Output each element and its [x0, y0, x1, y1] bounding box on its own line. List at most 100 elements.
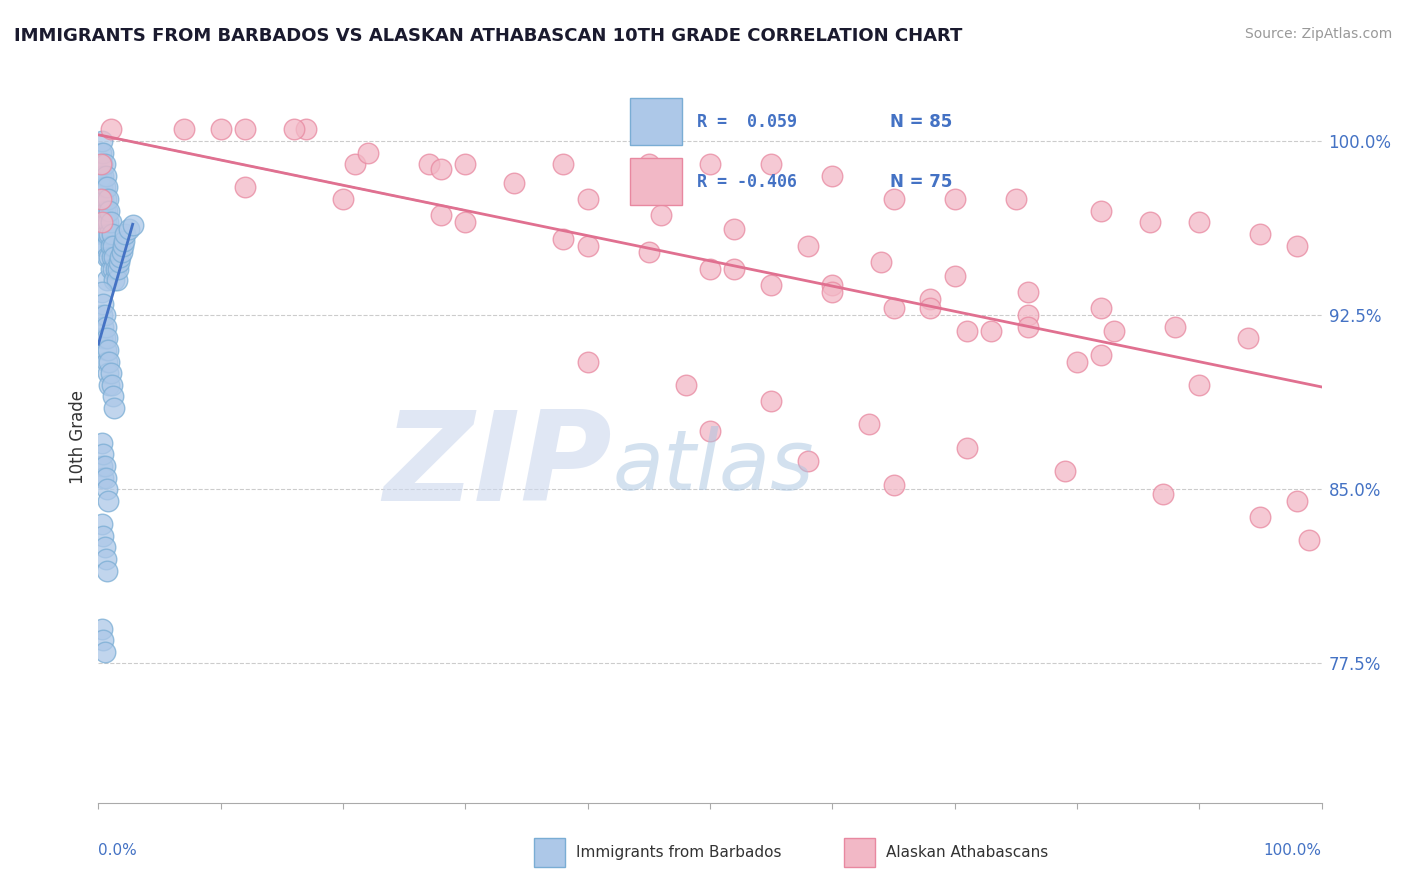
Point — [100, 366, 122, 380]
Point — [94, 169, 117, 183]
Y-axis label: 10th Grade: 10th Grade — [69, 390, 87, 484]
Text: IMMIGRANTS FROM BARBADOS VS ALASKAN ATHABASCAN 10TH GRADE CORRELATION CHART: IMMIGRANTS FROM BARBADOS VS ALASKAN ATHA… — [14, 27, 963, 45]
Point — [101, 261, 124, 276]
Point — [101, 227, 124, 241]
Text: N = 75: N = 75 — [890, 173, 953, 191]
Point — [91, 331, 114, 345]
Point — [94, 192, 117, 206]
Point — [96, 483, 118, 497]
Point — [761, 394, 783, 409]
Bar — [630, 158, 682, 205]
Point — [108, 254, 131, 268]
Point — [121, 218, 143, 232]
Text: ZIP: ZIP — [384, 406, 612, 527]
Point — [1286, 494, 1309, 508]
Point — [283, 122, 305, 136]
Point — [90, 145, 112, 160]
Point — [96, 250, 118, 264]
Point — [118, 222, 141, 236]
Point — [94, 215, 117, 229]
Point — [675, 377, 697, 392]
Text: 0.0%: 0.0% — [98, 843, 138, 858]
Point — [96, 273, 118, 287]
Point — [956, 325, 979, 339]
Point — [1237, 331, 1260, 345]
Point — [91, 459, 114, 474]
Point — [699, 261, 721, 276]
Point — [112, 234, 135, 248]
Point — [93, 180, 115, 194]
Point — [1066, 354, 1088, 368]
Point — [93, 157, 115, 171]
Point — [553, 157, 575, 171]
Point — [91, 134, 114, 148]
Point — [96, 203, 118, 218]
Point — [91, 157, 114, 171]
Point — [1102, 325, 1125, 339]
Point — [91, 319, 114, 334]
Point — [920, 301, 942, 316]
Point — [100, 215, 122, 229]
Point — [637, 245, 661, 260]
Point — [98, 377, 121, 392]
Point — [1188, 215, 1211, 229]
Point — [98, 203, 121, 218]
Point — [1164, 319, 1187, 334]
Point — [637, 157, 661, 171]
Point — [1188, 377, 1211, 392]
Text: Immigrants from Barbados: Immigrants from Barbados — [576, 846, 782, 860]
Point — [980, 325, 1002, 339]
Point — [94, 343, 117, 357]
Point — [576, 238, 599, 252]
Point — [761, 157, 783, 171]
Point — [1249, 510, 1271, 524]
Point — [883, 477, 905, 491]
Point — [883, 192, 905, 206]
Point — [91, 517, 114, 532]
Point — [576, 192, 599, 206]
Point — [94, 552, 117, 566]
Point — [821, 277, 844, 292]
Point — [797, 454, 820, 468]
Point — [454, 157, 477, 171]
Point — [101, 238, 124, 252]
Point — [344, 157, 367, 171]
Point — [173, 122, 195, 136]
Point — [98, 250, 121, 264]
Point — [91, 238, 114, 252]
Point — [103, 250, 125, 264]
Point — [1017, 308, 1039, 322]
Point — [91, 529, 114, 543]
Point — [723, 222, 745, 236]
Point — [93, 541, 115, 555]
Point — [418, 157, 440, 171]
Point — [454, 215, 477, 229]
Point — [100, 261, 122, 276]
Point — [91, 145, 114, 160]
Point — [233, 122, 256, 136]
Point — [91, 169, 114, 183]
Point — [91, 622, 114, 636]
Point — [1249, 227, 1271, 241]
Point — [104, 261, 127, 276]
Point — [91, 308, 114, 322]
Point — [356, 145, 378, 160]
Point — [91, 448, 114, 462]
Point — [920, 292, 942, 306]
Point — [209, 122, 232, 136]
Bar — [630, 98, 682, 145]
Point — [97, 192, 120, 206]
Point — [503, 176, 526, 190]
Point — [576, 354, 599, 368]
Point — [91, 296, 114, 310]
Point — [94, 238, 117, 252]
Point — [1004, 192, 1026, 206]
Point — [870, 254, 893, 268]
Point — [332, 192, 354, 206]
Point — [797, 238, 820, 252]
Point — [1017, 319, 1039, 334]
Point — [96, 564, 118, 578]
Point — [103, 273, 125, 287]
Point — [93, 227, 115, 241]
Point — [101, 389, 124, 403]
